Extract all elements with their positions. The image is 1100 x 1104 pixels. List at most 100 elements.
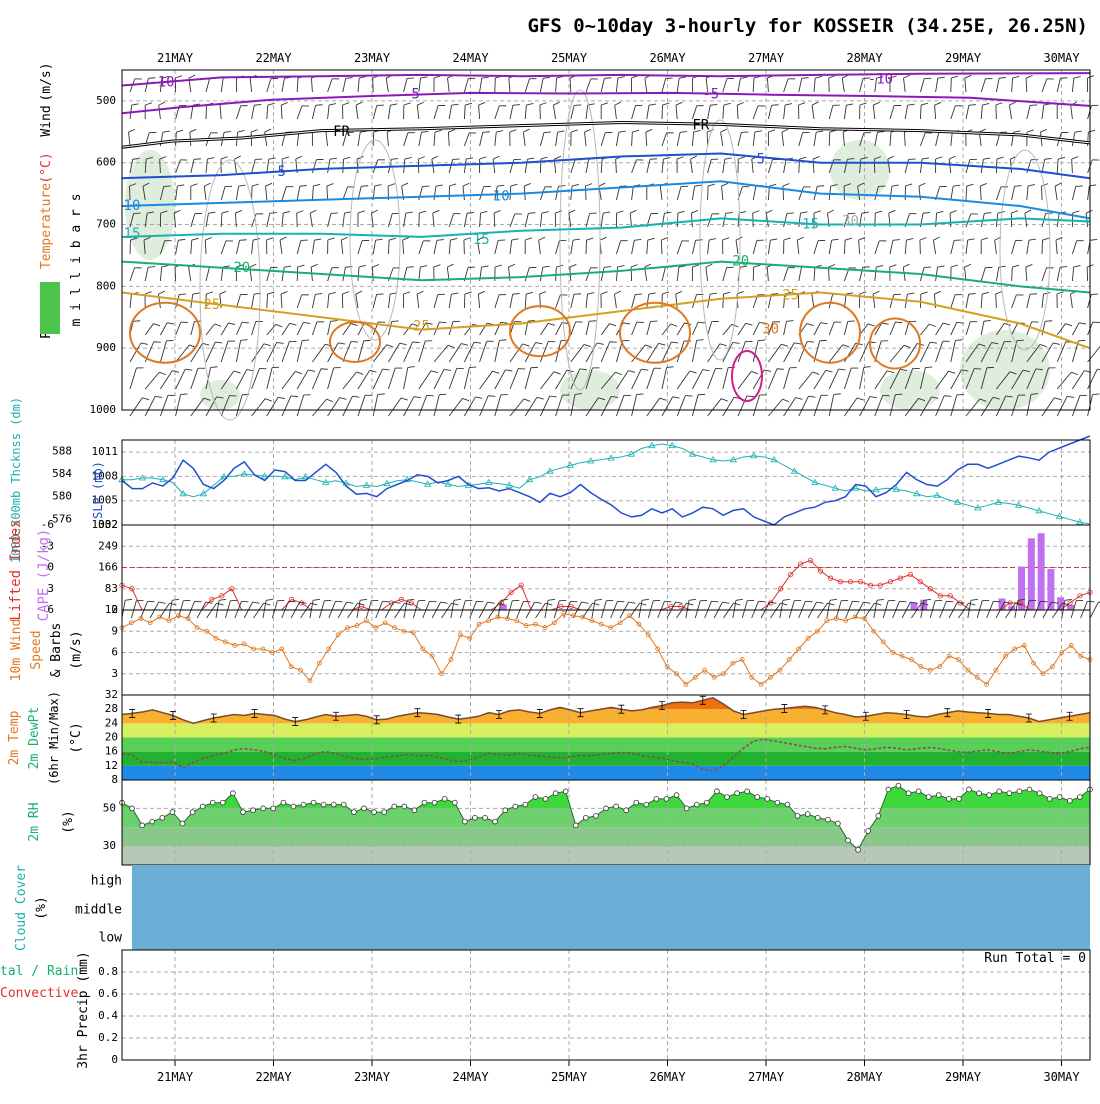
rh2m-marker bbox=[775, 800, 780, 805]
wind-barb-flag bbox=[944, 396, 951, 397]
bottom-date-label: 30MAY bbox=[1043, 1070, 1080, 1084]
wind10m-barb-flag bbox=[781, 603, 788, 605]
wind10m-barb-flag bbox=[501, 599, 508, 600]
rh2m-marker bbox=[594, 813, 599, 818]
top-date-label: 25MAY bbox=[551, 51, 588, 65]
rh2m-marker bbox=[856, 847, 861, 852]
wind10m-label-unit: (m/s) bbox=[69, 630, 84, 669]
wind-barb-flag bbox=[610, 342, 617, 343]
thickness-marker bbox=[139, 475, 145, 480]
rh2m-marker bbox=[715, 789, 720, 794]
rh2m-marker bbox=[1057, 795, 1062, 800]
wind10m-barb bbox=[1090, 602, 1098, 618]
rh2m-marker bbox=[261, 806, 266, 811]
wind-barb-flag bbox=[895, 322, 902, 323]
wind10m-barb-flag bbox=[159, 602, 166, 603]
wind10m-barb-flag bbox=[266, 599, 273, 600]
wind10m-barb-flag bbox=[593, 603, 600, 605]
rh2m-marker bbox=[1067, 798, 1072, 803]
rh2m-marker bbox=[473, 815, 478, 820]
precip-frame bbox=[122, 950, 1090, 1060]
precip-tick: 0.8 bbox=[98, 965, 118, 978]
top-date-label: 24MAY bbox=[452, 51, 489, 65]
contour-label: FR bbox=[692, 118, 709, 134]
wind10m-barb bbox=[883, 601, 888, 618]
cape-tick: 249 bbox=[98, 539, 118, 552]
contour-label: 10 bbox=[493, 189, 510, 205]
rh2m-marker bbox=[1007, 791, 1012, 796]
wind10m-barb bbox=[395, 603, 405, 618]
rh2m-marker bbox=[251, 808, 256, 813]
rh2m-marker bbox=[442, 796, 447, 801]
rh2m-marker bbox=[836, 821, 841, 826]
rh2m-marker bbox=[997, 789, 1002, 794]
cape-bar bbox=[1067, 605, 1074, 610]
wind10m-barb bbox=[864, 603, 874, 618]
wind-barb-flag bbox=[316, 105, 323, 106]
rh2m-marker bbox=[785, 802, 790, 807]
wind-barb-flag bbox=[574, 294, 581, 295]
rh2m-marker bbox=[130, 806, 135, 811]
rh2m-marker bbox=[1047, 796, 1052, 801]
wind10m-barb-flag bbox=[452, 603, 459, 605]
wind10m-barb bbox=[507, 601, 512, 618]
contour-label: -5 bbox=[702, 87, 719, 103]
rh2m-marker bbox=[281, 800, 286, 805]
wind10m-barb bbox=[442, 603, 452, 618]
contour-label: 15 bbox=[802, 217, 819, 233]
rh2m-marker bbox=[906, 791, 911, 796]
li-axis-label: Lifted Index bbox=[8, 519, 24, 620]
wind-barb-flag bbox=[777, 369, 784, 370]
contour-label: 25 bbox=[782, 288, 799, 304]
wind10m-barb-flag bbox=[734, 603, 741, 605]
wind-barb-flag bbox=[925, 367, 932, 368]
chart-title: GFS 0~10day 3-hourly for KOSSEIR (34.25E… bbox=[527, 15, 1088, 37]
rh2m-marker bbox=[644, 802, 649, 807]
rh2m-marker bbox=[815, 815, 820, 820]
wind10m-barb-flag bbox=[642, 599, 649, 600]
rh2m-marker bbox=[563, 789, 568, 794]
rh2m-marker bbox=[795, 813, 800, 818]
top-date-label: 30MAY bbox=[1043, 51, 1080, 65]
cape-tick: 83 bbox=[105, 582, 118, 595]
wind-barb-flag bbox=[469, 367, 476, 368]
thickness-tick: 588 bbox=[52, 444, 72, 457]
rh2m-marker bbox=[352, 810, 357, 815]
wind10m-barb bbox=[836, 601, 841, 618]
rh2m-marker bbox=[523, 802, 528, 807]
wind-barb-flag bbox=[194, 159, 201, 160]
rh2m-marker bbox=[462, 819, 467, 824]
wind-barb-flag bbox=[407, 267, 414, 268]
wind10m-barb-flag bbox=[488, 602, 495, 603]
rh2m-marker bbox=[866, 829, 871, 834]
rh-shade bbox=[200, 380, 240, 410]
bottom-date-label: 23MAY bbox=[354, 1070, 391, 1084]
wind10m-barb-flag bbox=[311, 603, 318, 605]
rh2m-marker bbox=[301, 802, 306, 807]
wind10m-label-speed: Speed bbox=[29, 630, 44, 669]
t2m-tick: 12 bbox=[105, 759, 118, 772]
cape-bar bbox=[500, 605, 507, 610]
wind10m-barb bbox=[460, 601, 465, 618]
dewpt-label: 2m DewPt bbox=[27, 707, 42, 770]
rh2m-marker bbox=[664, 796, 669, 801]
rh-band bbox=[122, 827, 1090, 846]
wind10m-barb bbox=[489, 603, 499, 618]
rh2m-marker bbox=[704, 800, 709, 805]
run-total-label: Run Total = 0 bbox=[984, 951, 1086, 966]
wind10m-barb bbox=[554, 601, 559, 618]
rh2m-marker bbox=[967, 787, 972, 792]
precip-axis-label: 3hr Precip (mm) bbox=[76, 951, 91, 1068]
contour-label: 20 bbox=[233, 260, 250, 276]
rain-label: tal / Rain bbox=[0, 964, 78, 979]
t2m-tick: 28 bbox=[105, 702, 118, 715]
wind10m-barb-flag bbox=[217, 603, 224, 605]
wind-barb-flag bbox=[240, 240, 247, 241]
wind-unit-label: (m/s) bbox=[39, 62, 54, 101]
minmax-label: (6hr Min/Max) bbox=[47, 691, 61, 785]
t2m-tick: 16 bbox=[105, 745, 118, 758]
rh2m-unit-label: (%) bbox=[61, 810, 76, 833]
rh2m-marker bbox=[604, 806, 609, 811]
